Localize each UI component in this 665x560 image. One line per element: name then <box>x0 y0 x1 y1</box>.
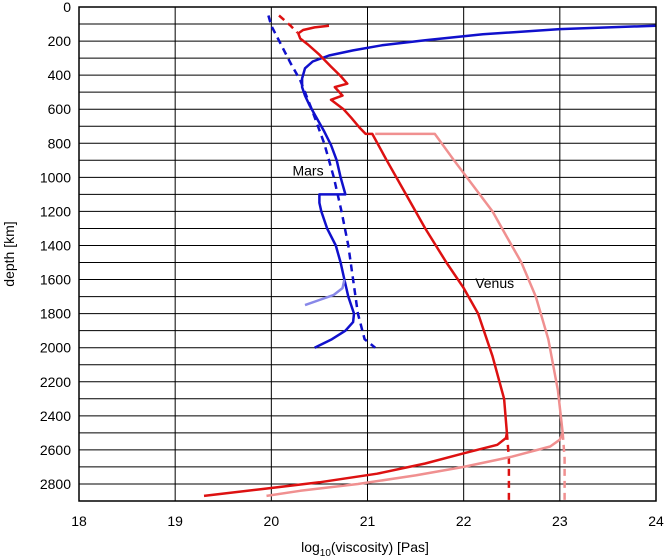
y-tick-label: 400 <box>48 67 72 83</box>
series-group <box>203 14 657 501</box>
x-tick-label: 18 <box>71 513 87 529</box>
x-axis-title-suffix: (viscosity) [Pas] <box>331 539 429 555</box>
series-line-1 <box>267 15 376 349</box>
x-axis-title: log10(viscosity) [Pas] <box>301 539 429 559</box>
x-tick-label: 22 <box>456 513 472 529</box>
x-axis-title-prefix: log <box>301 539 320 555</box>
annotation-venus: Venus <box>475 275 514 291</box>
y-tick-label: 2800 <box>40 476 71 492</box>
x-tick-label: 19 <box>167 513 183 529</box>
y-tick-label: 1400 <box>40 237 71 253</box>
series-line-3 <box>203 24 509 498</box>
series-line-2 <box>304 279 346 307</box>
tick-labels: 18 19 20 21 22 23 24 0 200 400 600 800 1000 1200 1400 1… <box>40 0 664 529</box>
y-tick-label: 2200 <box>40 374 71 390</box>
y-tick-label: 2600 <box>40 442 71 458</box>
series-line-6 <box>266 132 564 498</box>
annotations: Mars Venus <box>292 163 514 291</box>
series-line-4 <box>278 14 299 34</box>
annotation-mars: Mars <box>292 163 323 179</box>
x-tick-label: 20 <box>264 513 280 529</box>
x-tick-label: 23 <box>552 513 568 529</box>
y-tick-label: 1600 <box>40 272 71 288</box>
series-line-7 <box>561 432 566 501</box>
y-tick-label: 1200 <box>40 203 71 219</box>
y-axis-title: depth [km] <box>1 221 17 286</box>
x-tick-label: 21 <box>360 513 376 529</box>
series-line-0 <box>300 24 657 349</box>
y-tick-label: 0 <box>63 0 71 15</box>
y-tick-label: 800 <box>48 135 72 151</box>
y-tick-label: 1800 <box>40 306 71 322</box>
x-tick-label: 24 <box>648 513 664 529</box>
plot-frame <box>78 6 657 502</box>
y-tick-label: 2400 <box>40 408 71 424</box>
y-tick-label: 200 <box>48 33 72 49</box>
x-axis-title-subscript: 10 <box>320 548 332 559</box>
y-tick-label: 2000 <box>40 340 71 356</box>
grid <box>78 6 657 502</box>
y-tick-label: 1000 <box>40 169 71 185</box>
y-tick-label: 600 <box>48 101 72 117</box>
